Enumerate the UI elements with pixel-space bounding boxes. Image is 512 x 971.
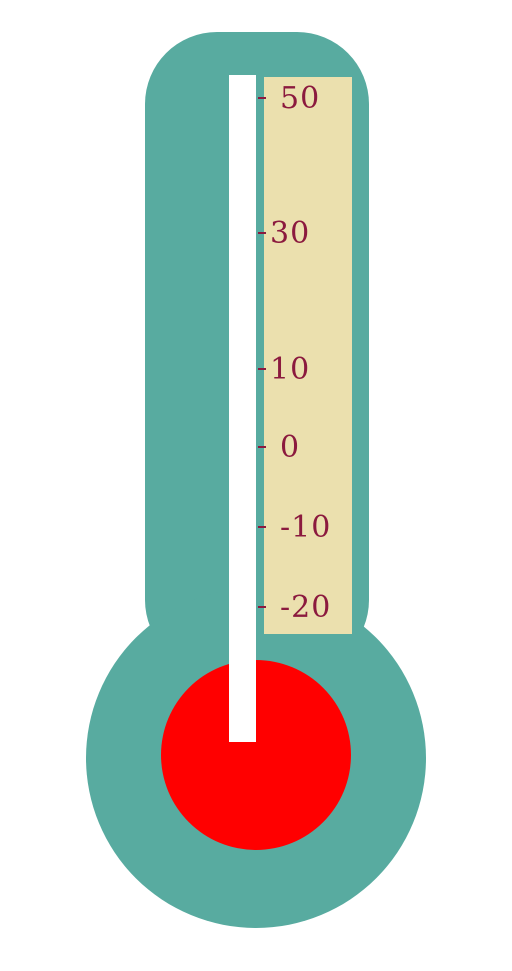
tick-label-0: 0 — [280, 430, 300, 465]
tick-label--20: -20 — [280, 590, 331, 625]
mercury-bulb — [161, 660, 351, 850]
tick-label-10: 10 — [270, 352, 310, 387]
tick-label-30: 30 — [270, 216, 310, 251]
tick-label--10: -10 — [280, 510, 331, 545]
thermometer-tube — [229, 75, 256, 742]
scale-ticks: 50 30 10 0 -10 -20 — [258, 81, 331, 625]
scale-panel — [264, 77, 352, 634]
tick-label-50: 50 — [280, 81, 320, 116]
